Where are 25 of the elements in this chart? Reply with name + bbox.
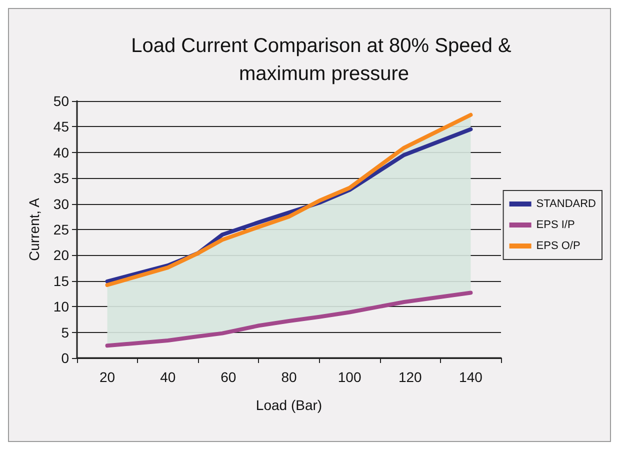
x-tick-label: 100 xyxy=(338,369,362,385)
y-tick-label: 50 xyxy=(53,93,70,109)
line-series xyxy=(105,290,473,348)
chart-title: Load Current Comparison at 80% Speed & maximum pressure xyxy=(131,35,517,85)
y-tick-label: 30 xyxy=(53,196,70,212)
x-axis-title: Load (Bar) xyxy=(256,397,322,413)
y-tick-label: 40 xyxy=(53,144,70,160)
y-tick-label: 5 xyxy=(61,324,70,340)
legend-label: EPS I/P xyxy=(536,219,575,231)
y-tick-label: 35 xyxy=(53,170,70,186)
y-axis-title: Current, A xyxy=(26,197,42,262)
y-tick-label: 20 xyxy=(53,247,70,264)
x-tick-label: 140 xyxy=(459,369,483,385)
y-tick-label: 25 xyxy=(53,222,70,238)
y-tick-label: 10 xyxy=(53,298,70,315)
x-tick-label: 80 xyxy=(281,369,297,385)
legend-label: STANDARD xyxy=(536,198,596,210)
x-tick-label: 20 xyxy=(99,369,116,385)
x-tick-label: 40 xyxy=(160,369,176,385)
y-tick-label: 45 xyxy=(53,118,70,135)
y-tick-label: 15 xyxy=(53,272,70,289)
legend-label: EPS O/P xyxy=(536,240,580,252)
y-tick-label: 0 xyxy=(61,350,70,366)
x-tick-label: 120 xyxy=(398,369,422,385)
x-tick-label: 60 xyxy=(220,369,236,385)
